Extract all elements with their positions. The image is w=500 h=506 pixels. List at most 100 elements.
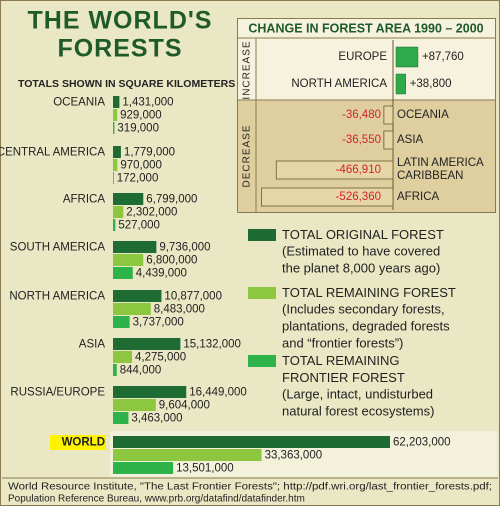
change-label: -36,550: [342, 134, 381, 146]
region-label: EUROPE: [338, 51, 387, 63]
region-label: OCEANIA: [397, 108, 449, 121]
category-label: RUSSIA/EUROPE: [10, 387, 105, 399]
legend-description: (Includes secondary forests,: [282, 301, 445, 316]
legend-swatch: [248, 287, 276, 299]
value-label: 9,604,000: [159, 400, 210, 412]
region-label-box: OCEANIA: [397, 108, 449, 121]
bar: [113, 436, 390, 448]
region-label-box: LATIN AMERICA CARIBBEAN: [397, 157, 484, 182]
title-line: FORESTS: [57, 35, 182, 63]
bar: [113, 290, 162, 302]
region-label-box: AFRICA: [397, 190, 440, 203]
value-label: 8,483,000: [154, 304, 205, 316]
legend-name-box: TOTAL ORIGINAL FOREST: [282, 227, 444, 242]
region-label: AFRICA: [397, 190, 440, 203]
bar: [113, 267, 133, 279]
bar: [113, 338, 181, 350]
bar: [113, 206, 124, 218]
legend-name: TOTAL ORIGINAL FOREST: [282, 227, 444, 242]
source-line: World Resource Institute, "The Last Fron…: [8, 482, 492, 493]
region-label: LATIN AMERICA CARIBBEAN: [397, 157, 484, 182]
category-label: SOUTH AMERICA: [10, 242, 106, 254]
change-bar: [383, 130, 394, 150]
bar: [113, 462, 174, 474]
legend-name: TOTAL REMAINING FRONTIER FOREST: [282, 353, 405, 385]
bar: [113, 254, 144, 266]
bar: [113, 241, 157, 253]
value-label: 527,000: [118, 220, 160, 232]
bar: [113, 303, 151, 315]
bar: [113, 386, 187, 398]
value-label: 6,799,000: [146, 194, 197, 206]
legend-name-box: TOTAL REMAINING FOREST: [282, 285, 456, 300]
legend-swatch: [248, 355, 276, 367]
change-bar: [395, 46, 419, 68]
category-label: WORLD: [62, 437, 105, 449]
legend-description: (Large, intact, undisturbed: [282, 386, 433, 401]
bar: [113, 316, 130, 328]
category-label: NORTH AMERICA: [9, 291, 105, 303]
region-label: NORTH AMERICA: [291, 78, 387, 90]
value-label: 3,737,000: [133, 317, 184, 329]
legend-description: and “frontier forests”): [282, 335, 403, 350]
value-label: 172,000: [117, 173, 159, 185]
value-label: 844,000: [120, 365, 162, 377]
legend-description: natural forest ecosystems): [282, 403, 434, 418]
change-label: +38,800: [410, 78, 452, 90]
legend-name: TOTAL REMAINING FOREST: [282, 285, 456, 300]
legend-description: (Estimated to have covered: [282, 243, 440, 258]
legend-description: plantations, degraded forests: [282, 318, 450, 333]
category-label: AFRICA: [63, 194, 106, 206]
value-label: 6,800,000: [146, 255, 197, 267]
change-bar: [383, 105, 394, 125]
legend-swatch: [248, 229, 276, 241]
inset-title: CHANGE IN FOREST AREA 1990 – 2000: [248, 21, 483, 35]
change-label: -526,360: [336, 191, 381, 203]
change-label: -466,910: [336, 164, 381, 176]
value-label: 1,431,000: [122, 97, 173, 109]
bar: [113, 172, 114, 184]
change-label: +87,760: [422, 51, 464, 63]
bar: [113, 146, 121, 158]
value-label: 319,000: [117, 123, 159, 135]
group-label: INCREASE: [242, 40, 253, 99]
value-label: 33,363,000: [265, 450, 323, 462]
value-label: 1,779,000: [124, 147, 175, 159]
bar: [113, 219, 116, 231]
bar: [113, 159, 118, 171]
bar: [113, 412, 129, 424]
bar: [113, 351, 133, 363]
world-highlight: [50, 435, 106, 450]
change-bar: [261, 187, 394, 207]
value-label: 13,501,000: [176, 463, 234, 475]
bar: [113, 109, 118, 121]
title-line: THE WORLD'S: [28, 7, 213, 35]
bar: [113, 364, 117, 376]
change-label: -36,480: [342, 109, 381, 121]
legend-description: the planet 8,000 years ago): [282, 260, 440, 275]
category-label: ASIA: [79, 339, 106, 351]
value-label: 3,463,000: [131, 413, 182, 425]
group-label: DECREASE: [242, 124, 253, 187]
category-label: CENTRAL AMERICA: [0, 147, 105, 159]
value-label: 62,203,000: [393, 437, 451, 449]
value-label: 970,000: [120, 160, 162, 172]
legend-name-box: TOTAL REMAINING FRONTIER FOREST: [282, 353, 405, 385]
bar: [113, 193, 144, 205]
change-bar: [395, 73, 406, 95]
bar: [113, 96, 120, 108]
bar: [113, 399, 156, 411]
category-label: OCEANIA: [53, 97, 105, 109]
value-label: 2,302,000: [126, 207, 177, 219]
source-line: Population Reference Bureau, www.prb.org…: [8, 494, 305, 505]
value-label: 16,449,000: [189, 387, 247, 399]
subtitle: TOTALS SHOWN IN SQUARE KILOMETERS: [18, 78, 235, 90]
value-label: 4,275,000: [135, 352, 186, 364]
bar: [113, 122, 115, 134]
value-label: 10,877,000: [164, 291, 222, 303]
region-label-box: ASIA: [397, 133, 424, 146]
region-label: ASIA: [397, 133, 424, 146]
value-label: 9,736,000: [159, 242, 210, 254]
bar: [113, 449, 262, 461]
